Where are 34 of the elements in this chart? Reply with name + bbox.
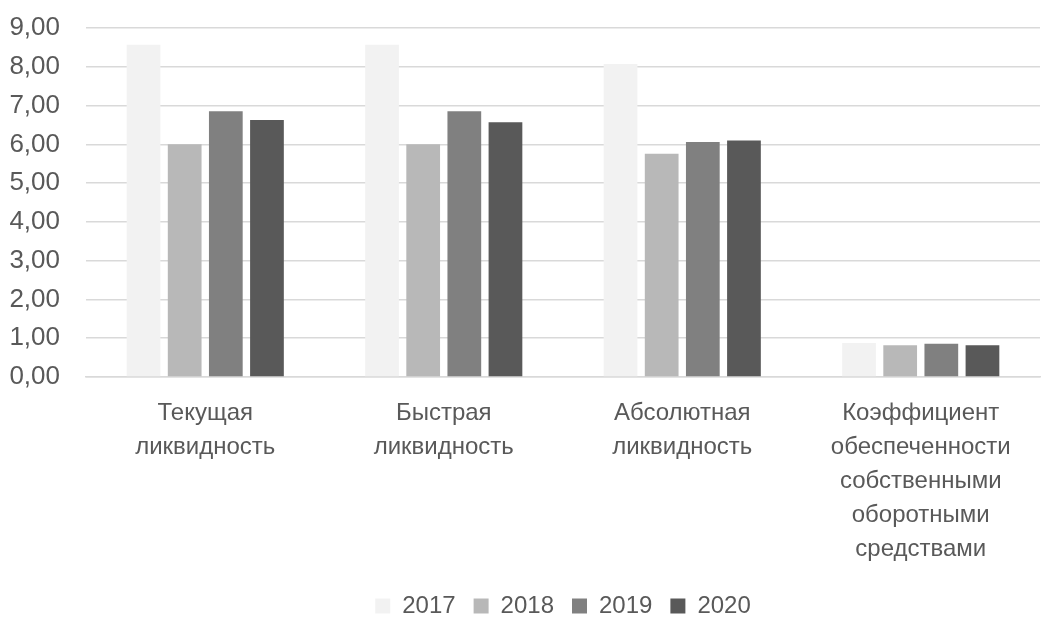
x-tick-label: Текущая ликвидность xyxy=(135,397,276,459)
bar xyxy=(603,64,638,377)
y-tick-label: 5,00 xyxy=(9,166,60,197)
bar xyxy=(883,345,918,377)
legend-label: 2017 xyxy=(402,590,456,617)
legend-label: 2019 xyxy=(599,590,653,617)
bar xyxy=(208,111,243,377)
bar xyxy=(167,144,202,377)
bar xyxy=(447,111,482,377)
y-tick-label: 8,00 xyxy=(9,49,60,80)
x-tick-label: Коэффициент обеспеченности собственными оборотными средствами xyxy=(830,397,1011,561)
y-tick-label: 9,00 xyxy=(9,11,60,42)
bar xyxy=(406,144,441,377)
bar xyxy=(727,140,761,377)
y-tick-label: 1,00 xyxy=(9,321,60,352)
bar xyxy=(126,44,161,377)
bar xyxy=(924,343,959,377)
y-tick-label: 2,00 xyxy=(9,282,60,313)
y-tick-label: 4,00 xyxy=(9,205,60,236)
bar xyxy=(965,345,1000,377)
bar xyxy=(250,119,284,377)
y-tick-label: 3,00 xyxy=(9,243,60,274)
x-tick-label: Быстрая ликвидность xyxy=(373,397,514,459)
bar xyxy=(644,153,679,377)
x-tick-label: Абсолютная ликвидность xyxy=(612,397,753,459)
bar xyxy=(488,122,523,377)
y-tick-label: 0,00 xyxy=(9,360,60,391)
bar xyxy=(685,142,720,377)
y-tick-label: 6,00 xyxy=(9,127,60,158)
legend-label: 2018 xyxy=(500,590,554,617)
y-tick-label: 7,00 xyxy=(9,88,60,119)
legend-label: 2020 xyxy=(697,590,751,617)
bar xyxy=(842,342,876,377)
bar xyxy=(365,44,399,377)
